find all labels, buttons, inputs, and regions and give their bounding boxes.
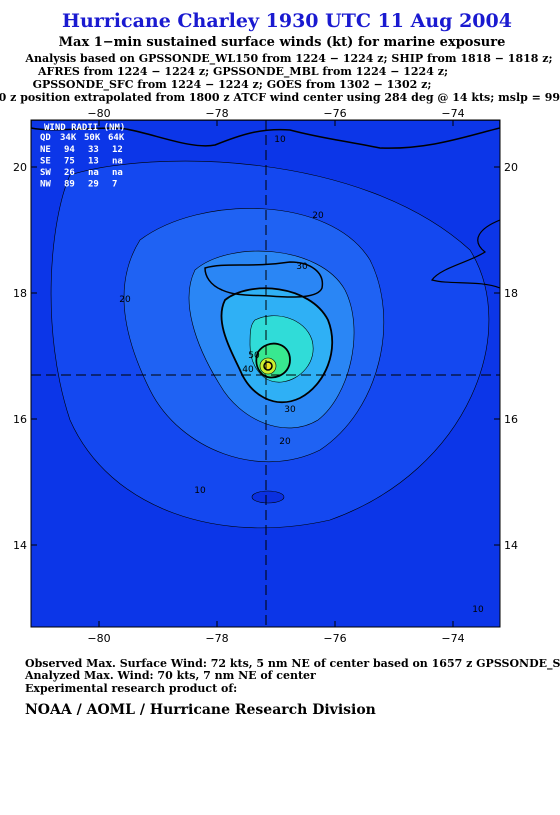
lon-label: −74	[441, 632, 464, 645]
coastline	[204, 261, 324, 298]
wind-radii-cell: SE	[40, 157, 51, 167]
lat-label: 14	[13, 539, 27, 552]
footer-line: Observed Max. Surface Wind: 72 kts, 5 nm…	[25, 657, 560, 671]
header-line: Analysis based on GPSSONDE_WL150 from 12…	[24, 52, 552, 66]
lon-label: −80	[87, 632, 110, 645]
subtitle: Max 1−min sustained surface winds (kt) f…	[59, 35, 506, 50]
wind-radii-cell: 26	[64, 168, 75, 178]
wind-radii-cell: 75	[64, 157, 75, 167]
wind-radii-cell: 33	[88, 145, 99, 155]
wind-radii-cell: 29	[88, 180, 99, 190]
wind-radii-cell: NW	[40, 180, 51, 190]
wind-radii-cell: 12	[112, 145, 123, 155]
wind-radii-header: QD	[40, 133, 51, 143]
lat-label: 20	[504, 161, 518, 174]
contour-label: 30	[296, 262, 308, 272]
wind-field: 10 20 30 20 40 50 30 20 10 10 WIND RADII (NM)QD 34K…	[31, 120, 500, 627]
header-line: 1930 z position extrapolated from 1800 z…	[0, 91, 560, 104]
wind-radii-cell: 13	[88, 157, 99, 167]
lat-label: 18	[504, 287, 518, 300]
wind-radii-cell: NE	[40, 145, 51, 155]
wind-radii-title: WIND RADII (NM)	[44, 123, 125, 133]
contour-label: 30	[284, 405, 296, 415]
lon-label: −76	[323, 107, 346, 120]
header-line: AFRES from 1224 − 1224 z; GPSSONDE_MBL f…	[37, 65, 448, 79]
lon-label: −74	[441, 107, 464, 120]
lon-label: −78	[205, 107, 228, 120]
wind-radii-cell: SW	[40, 168, 51, 178]
title: Hurricane Charley 1930 UTC 11 Aug 2004	[62, 10, 512, 32]
wind-radii-cell: na	[88, 168, 99, 178]
contour-label: 10	[472, 605, 484, 615]
contour-label: 10	[274, 135, 286, 145]
lon-label: −80	[87, 107, 110, 120]
organization: NOAA / AOML / Hurricane Research Divisio…	[25, 702, 376, 718]
center-crosshair	[31, 120, 500, 627]
wind-radii-cell: na	[112, 168, 123, 178]
contour-label: 50	[248, 351, 260, 361]
contour-fill	[263, 361, 273, 371]
footer-line: Analyzed Max. Wind: 70 kts, 7 nm NE of c…	[24, 669, 316, 682]
lat-label: 18	[13, 287, 27, 300]
coastline	[31, 120, 500, 149]
lat-label: 16	[504, 413, 518, 426]
wind-radii-cell: 94	[64, 145, 75, 155]
wind-radii-header: 50K	[84, 133, 101, 143]
wind-radii-cell: 89	[64, 180, 75, 190]
header-line: GPSSONDE_SFC from 1224 − 1224 z; GOES fr…	[33, 78, 432, 92]
contour-label: 20	[279, 437, 291, 447]
lon-label: −78	[205, 632, 228, 645]
contour-fill	[251, 490, 285, 504]
lon-label: −76	[323, 632, 346, 645]
contour-label: 10	[194, 486, 206, 496]
lat-label: 20	[13, 161, 27, 174]
lat-label: 16	[13, 413, 27, 426]
contour-label: 40	[242, 365, 254, 375]
contour-label: 20	[119, 295, 131, 305]
coastline	[431, 219, 500, 289]
wind-radii-header: 64K	[108, 133, 125, 143]
plot-frame	[30, 119, 501, 628]
wind-radii-cell: na	[112, 157, 123, 167]
wind-radii-header: 34K	[60, 133, 77, 143]
contour-label: 20	[312, 211, 324, 221]
wind-radii-cell: 7	[112, 180, 117, 190]
lat-label: 14	[504, 539, 518, 552]
footer-line: Experimental research product of:	[25, 682, 237, 695]
